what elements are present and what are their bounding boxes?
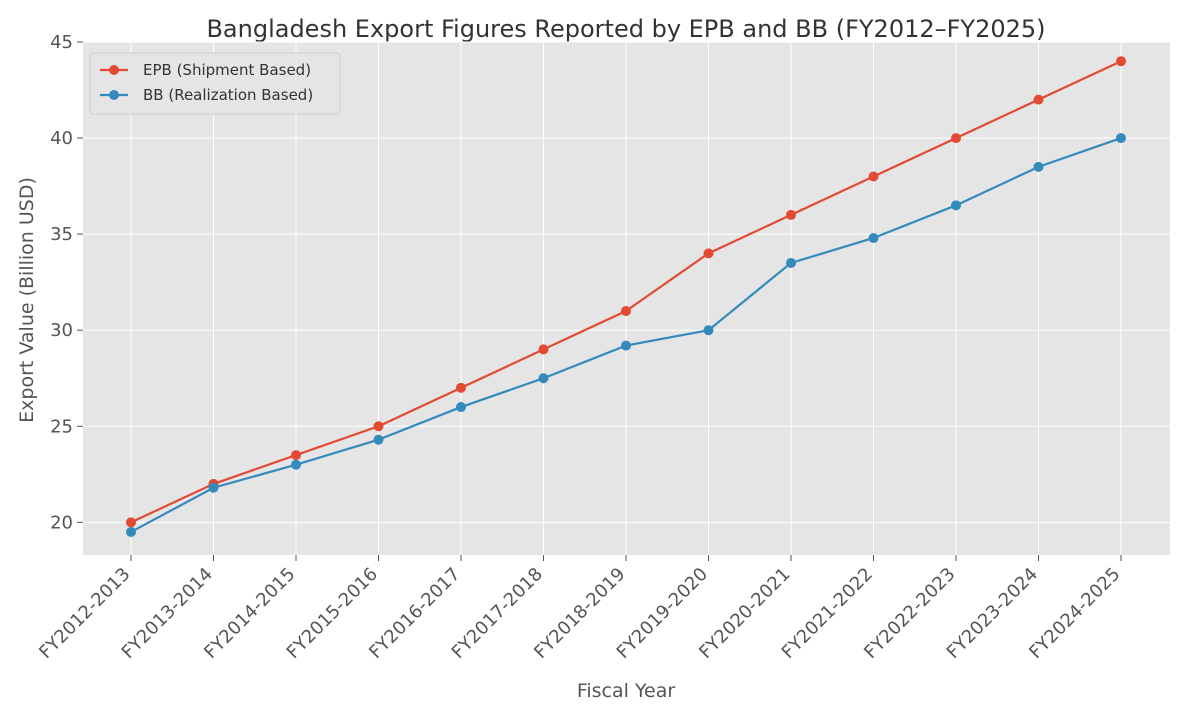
data-point — [786, 209, 796, 220]
legend-marker — [109, 65, 119, 75]
y-tick-label: 20 — [50, 512, 73, 533]
x-axis-label: Fiscal Year — [577, 680, 676, 702]
y-tick-label: 45 — [50, 32, 73, 53]
legend-label: EPB (Shipment Based) — [143, 61, 311, 79]
y-axis-label: Export Value (Billion USD) — [16, 177, 38, 423]
data-point — [456, 402, 466, 413]
legend-label: BB (Realization Based) — [143, 86, 313, 104]
data-point — [621, 305, 631, 316]
data-point — [951, 200, 961, 211]
data-point — [703, 248, 714, 259]
data-point — [868, 232, 879, 243]
y-tick-label: 35 — [50, 224, 73, 245]
y-tick-label: 30 — [50, 320, 73, 341]
data-point — [868, 171, 879, 182]
legend: EPB (Shipment Based) BB (Realization Base… — [89, 52, 341, 115]
data-point — [786, 257, 796, 268]
data-point — [1116, 56, 1126, 67]
data-point — [291, 459, 301, 470]
series-bb — [126, 133, 1126, 537]
gridlines — [83, 41, 1170, 555]
data-point — [126, 517, 136, 528]
data-point — [1116, 133, 1126, 144]
data-point — [1033, 94, 1044, 105]
y-tick-label: 40 — [50, 128, 73, 149]
x-axis: FY2012-2013FY2013-2014FY2014-2015FY2015-… — [35, 555, 1125, 663]
data-point — [621, 340, 631, 351]
data-point — [1033, 161, 1044, 172]
data-point — [456, 382, 466, 393]
legend-box — [89, 52, 341, 115]
data-point — [538, 344, 549, 355]
data-point — [538, 373, 549, 384]
data-point — [291, 450, 301, 461]
data-point — [373, 434, 384, 445]
data-point — [951, 133, 961, 144]
chart-title: Bangladesh Export Figures Reported by EP… — [206, 15, 1045, 43]
data-point — [126, 526, 136, 537]
y-tick-label: 25 — [50, 416, 73, 437]
data-point — [703, 325, 714, 336]
data-point — [208, 482, 219, 493]
y-axis: 20 25 30 35 40 45 — [50, 32, 83, 533]
legend-marker — [109, 90, 119, 100]
series-group — [126, 56, 1126, 537]
data-point — [373, 421, 384, 432]
